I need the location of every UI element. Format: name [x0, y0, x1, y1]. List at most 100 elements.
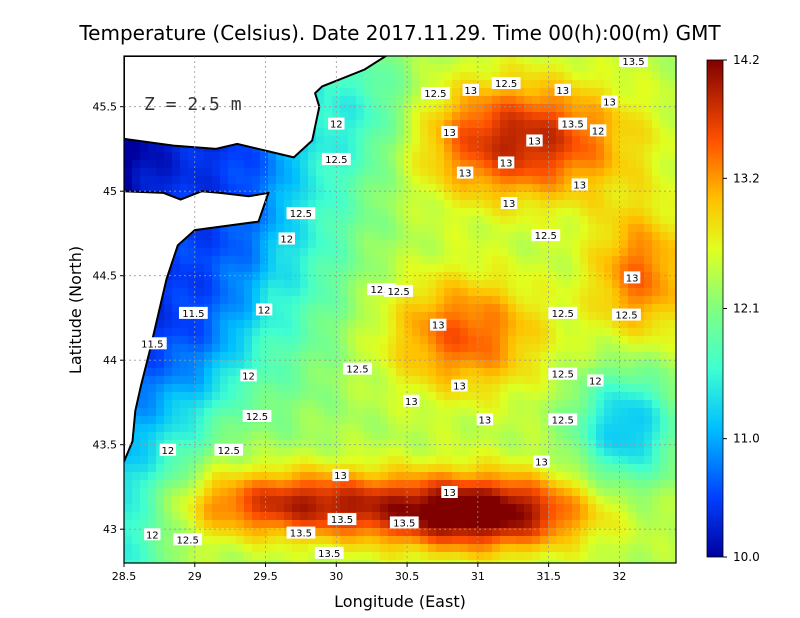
heat-cell [124, 536, 133, 545]
heat-cell [460, 432, 469, 441]
heat-cell [628, 160, 637, 169]
heat-cell [460, 304, 469, 313]
heat-cell [284, 416, 293, 425]
heat-cell [556, 72, 565, 81]
heat-cell [204, 256, 213, 265]
heat-cell [396, 272, 405, 281]
heat-cell [652, 552, 661, 561]
heat-cell [380, 96, 389, 105]
heat-cell [348, 296, 357, 305]
heat-cell [540, 128, 549, 137]
heat-cell [132, 168, 141, 177]
heat-cell [356, 96, 365, 105]
heat-cell [124, 184, 133, 193]
heat-cell [396, 152, 405, 161]
heat-cell [572, 88, 581, 97]
heat-cell [300, 368, 309, 377]
heat-cell [532, 560, 541, 563]
heat-cell [156, 152, 165, 161]
heat-cell [620, 216, 629, 225]
heat-cell [316, 272, 325, 281]
heat-cell [628, 152, 637, 161]
heat-cell [572, 496, 581, 505]
heat-cell [628, 248, 637, 257]
heat-cell [388, 216, 397, 225]
heat-cell [340, 112, 349, 121]
heat-cell [140, 408, 149, 417]
heat-cell [260, 536, 269, 545]
heat-cell [348, 560, 357, 563]
heat-cell [212, 480, 221, 489]
heat-cell [492, 520, 501, 529]
heat-cell [628, 488, 637, 497]
heat-cell [436, 128, 445, 137]
heat-cell [660, 56, 669, 65]
heat-cell [268, 224, 277, 233]
heat-cell [188, 168, 197, 177]
heat-cell [452, 152, 461, 161]
heat-cell [340, 384, 349, 393]
heat-cell [556, 552, 565, 561]
heat-cell [484, 368, 493, 377]
heat-cell [508, 192, 517, 201]
heat-cell [380, 368, 389, 377]
heat-cell [628, 216, 637, 225]
heat-cell [492, 184, 501, 193]
heat-cell [388, 320, 397, 329]
heat-cell [572, 360, 581, 369]
heat-cell [444, 72, 453, 81]
heat-cell [436, 280, 445, 289]
heat-cell [596, 248, 605, 257]
heat-cell [660, 192, 669, 201]
heat-cell [596, 456, 605, 465]
heat-cell [308, 400, 317, 409]
heat-cell [484, 432, 493, 441]
heat-cell [508, 528, 517, 537]
heat-cell [580, 64, 589, 73]
heat-cell [532, 224, 541, 233]
heat-cell [324, 304, 333, 313]
heat-cell [220, 360, 229, 369]
heat-cell [380, 272, 389, 281]
heat-cell [460, 72, 469, 81]
heat-cell [604, 304, 613, 313]
heat-cell [532, 360, 541, 369]
heat-cell [484, 128, 493, 137]
heat-cell [204, 152, 213, 161]
heat-cell [468, 288, 477, 297]
heat-cell [380, 520, 389, 529]
heat-cell [284, 160, 293, 169]
heat-cell [332, 320, 341, 329]
heat-cell [212, 376, 221, 385]
heat-cell [132, 488, 141, 497]
heat-cell [444, 168, 453, 177]
contour-label-bg [137, 337, 167, 350]
heat-cell [612, 328, 621, 337]
heat-cell [444, 184, 453, 193]
heat-cell [396, 160, 405, 169]
heat-cell [324, 256, 333, 265]
heat-cell [452, 192, 461, 201]
heat-cell [276, 224, 285, 233]
heat-cell [620, 472, 629, 481]
heat-cell [260, 392, 269, 401]
heat-cell [444, 464, 453, 473]
heat-cell [380, 72, 389, 81]
heat-cell [524, 416, 533, 425]
heat-cell [404, 104, 413, 113]
heat-cell [388, 384, 397, 393]
heat-cell [612, 304, 621, 313]
heat-cell [500, 384, 509, 393]
heat-cell [156, 456, 165, 465]
contour-label-bg [242, 409, 272, 422]
heat-cell [548, 248, 557, 257]
heat-cell [668, 312, 676, 321]
heat-cell [668, 80, 676, 89]
heat-cell [660, 320, 669, 329]
heat-cell [364, 552, 373, 561]
heat-cell [460, 112, 469, 121]
heat-cell [532, 64, 541, 73]
heat-cell [348, 344, 357, 353]
heat-cell [292, 536, 301, 545]
heat-cell [652, 216, 661, 225]
